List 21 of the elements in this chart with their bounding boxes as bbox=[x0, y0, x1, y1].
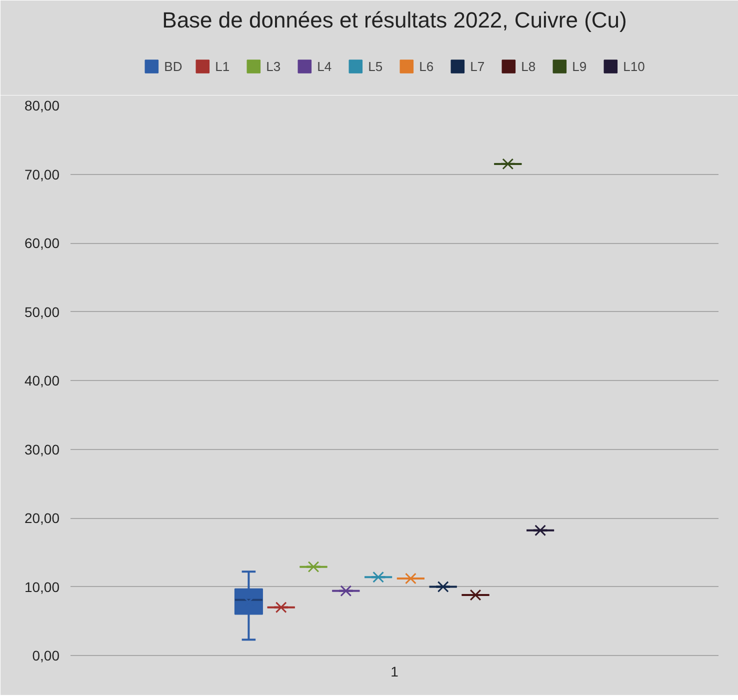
y-tick-label: 30,00 bbox=[24, 441, 60, 458]
y-tick-label: 20,00 bbox=[24, 510, 60, 526]
legend-label: L10 bbox=[623, 58, 645, 74]
y-tick-label: 70,00 bbox=[24, 166, 60, 182]
y-tick-label: 60,00 bbox=[24, 235, 60, 251]
y-tick-label: 10,00 bbox=[24, 578, 60, 595]
legend-label: L6 bbox=[419, 58, 435, 74]
legend-label: L1 bbox=[215, 58, 231, 74]
legend-label: L8 bbox=[521, 58, 537, 74]
y-tick-label: 80,00 bbox=[24, 98, 60, 114]
chart-title: Base de données et résultats 2022, Cuivre (Cu) bbox=[162, 8, 627, 32]
y-tick-label: 40,00 bbox=[24, 372, 60, 388]
legend-label: L9 bbox=[572, 58, 588, 74]
legend-label: BD bbox=[164, 58, 184, 74]
x-tick-label: 1 bbox=[390, 664, 399, 680]
y-tick-label: 50,00 bbox=[24, 304, 60, 320]
legend-label: L7 bbox=[470, 58, 486, 74]
legend-label: L4 bbox=[317, 58, 333, 74]
legend-label: L3 bbox=[266, 58, 282, 74]
y-tick-label: 0,00 bbox=[32, 648, 60, 664]
legend-label: L5 bbox=[368, 58, 384, 74]
